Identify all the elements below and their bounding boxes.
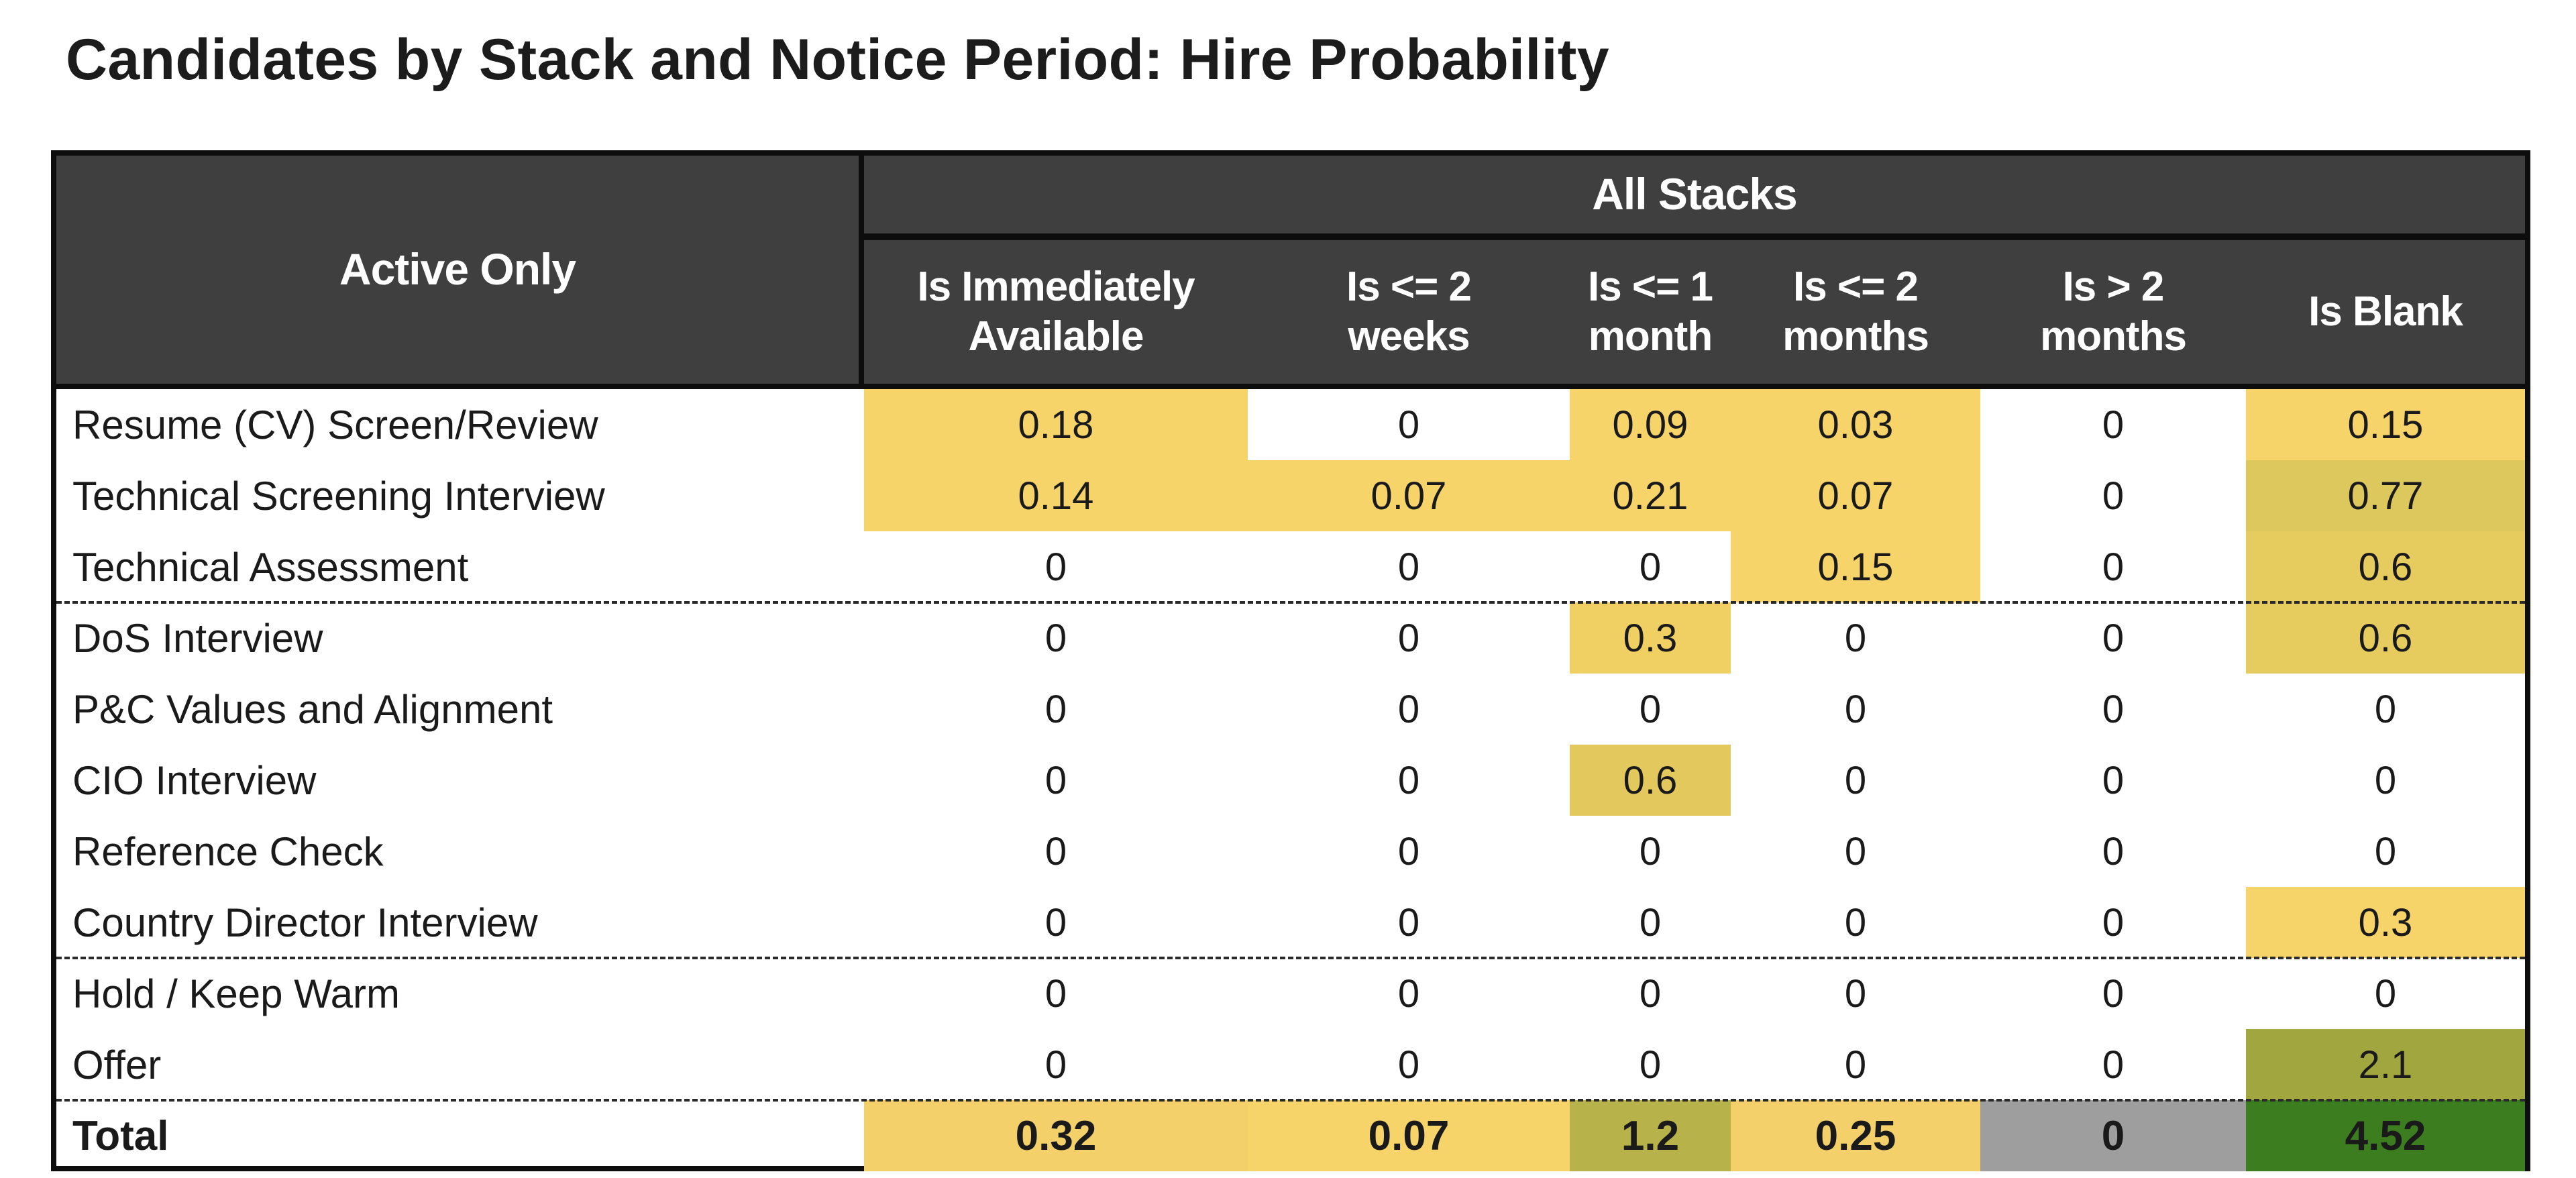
row-label: CIO Interview bbox=[72, 757, 317, 803]
table-cell: 0 bbox=[1731, 887, 1980, 958]
table-cell: 0 bbox=[1731, 1029, 1980, 1100]
column-header: Is <= 2 months bbox=[1731, 240, 1980, 384]
column-header: Is <= 1 month bbox=[1570, 240, 1731, 384]
table-cell: 0 bbox=[1248, 816, 1570, 887]
column-group-header: All Stacks bbox=[864, 156, 2525, 233]
chart-title: Candidates by Stack and Notice Period: H… bbox=[66, 28, 1609, 92]
row-group-separator bbox=[56, 957, 2525, 959]
row-label: Technical Screening Interview bbox=[72, 473, 605, 519]
table-cell: 0 bbox=[1248, 602, 1570, 674]
row-label: Country Director Interview bbox=[72, 900, 538, 945]
total-cell: 0.25 bbox=[1731, 1100, 1980, 1171]
table-cell: 0 bbox=[1980, 816, 2246, 887]
table-cell: 0 bbox=[2246, 958, 2525, 1029]
table-cell: 0 bbox=[1980, 745, 2246, 816]
table-cell: 0.6 bbox=[2246, 531, 2525, 602]
table-cell: 0 bbox=[1980, 531, 2246, 602]
row-label: Resume (CV) Screen/Review bbox=[72, 402, 598, 447]
table-cell: 0 bbox=[1731, 816, 1980, 887]
row-header-divider bbox=[859, 156, 864, 384]
row-group-separator bbox=[56, 601, 2525, 604]
table-cell: 0.07 bbox=[1248, 460, 1570, 531]
table-cell: 0 bbox=[1248, 389, 1570, 460]
total-cell: 4.52 bbox=[2246, 1100, 2525, 1171]
total-cell: 0 bbox=[1980, 1100, 2246, 1171]
table-cell: 0 bbox=[1570, 887, 1731, 958]
pivot-table: Active Only All Stacks Is Immediately Av… bbox=[51, 150, 2530, 1171]
table-cell: 0 bbox=[1248, 958, 1570, 1029]
table-cell: 0 bbox=[2246, 816, 2525, 887]
table-cell: 0 bbox=[1980, 602, 2246, 674]
table-cell: 0.77 bbox=[2246, 460, 2525, 531]
row-header-cell: Active Only bbox=[56, 156, 859, 384]
table-cell: 0 bbox=[1980, 958, 2246, 1029]
table-cell: 0.3 bbox=[2246, 887, 2525, 958]
total-cell: 0.32 bbox=[864, 1100, 1248, 1171]
table-cell: 0 bbox=[864, 674, 1248, 745]
table-cell: 0 bbox=[1570, 958, 1731, 1029]
table-cell: 0 bbox=[1980, 389, 2246, 460]
column-header: Is Blank bbox=[2246, 240, 2525, 384]
table-cell: 0 bbox=[1980, 674, 2246, 745]
table-cell: 0.21 bbox=[1570, 460, 1731, 531]
table-cell: 0 bbox=[1980, 1029, 2246, 1100]
table-cell: 0.6 bbox=[1570, 745, 1731, 816]
table-cell: 0 bbox=[1248, 674, 1570, 745]
table-cell: 0.3 bbox=[1570, 602, 1731, 674]
table-cell: 0 bbox=[2246, 674, 2525, 745]
row-label: Offer bbox=[72, 1042, 162, 1087]
column-header: Is Immediately Available bbox=[864, 240, 1248, 384]
table-cell: 2.1 bbox=[2246, 1029, 2525, 1100]
table-cell: 0.15 bbox=[1731, 531, 1980, 602]
table-cell: 0 bbox=[1570, 674, 1731, 745]
table-cell: 0 bbox=[1731, 674, 1980, 745]
row-label: P&C Values and Alignment bbox=[72, 686, 553, 732]
table-cell: 0 bbox=[1248, 745, 1570, 816]
total-cell: 1.2 bbox=[1570, 1100, 1731, 1171]
table-cell: 0 bbox=[864, 887, 1248, 958]
table-cell: 0 bbox=[864, 531, 1248, 602]
row-label: Reference Check bbox=[72, 828, 384, 874]
header-divider bbox=[864, 233, 2525, 240]
table-cell: 0 bbox=[1980, 460, 2246, 531]
table-cell: 0 bbox=[2246, 745, 2525, 816]
table-cell: 0 bbox=[1570, 816, 1731, 887]
row-label: Hold / Keep Warm bbox=[72, 971, 400, 1016]
table-cell: 0 bbox=[1248, 531, 1570, 602]
table-cell: 0 bbox=[864, 745, 1248, 816]
table-cell: 0.6 bbox=[2246, 602, 2525, 674]
column-header: Is > 2 months bbox=[1980, 240, 2246, 384]
table-cell: 0.09 bbox=[1570, 389, 1731, 460]
table-cell: 0.18 bbox=[864, 389, 1248, 460]
table-cell: 0 bbox=[1248, 1029, 1570, 1100]
row-group-separator bbox=[56, 1099, 2525, 1102]
table-cell: 0 bbox=[1570, 1029, 1731, 1100]
table-cell: 0 bbox=[864, 602, 1248, 674]
table-cell: 0 bbox=[864, 958, 1248, 1029]
row-label: Technical Assessment bbox=[72, 544, 469, 590]
table-cell: 0 bbox=[1731, 745, 1980, 816]
total-label: Total bbox=[72, 1112, 169, 1159]
table-cell: 0 bbox=[864, 816, 1248, 887]
table-cell: 0 bbox=[1248, 887, 1570, 958]
table-cell: 0 bbox=[1731, 602, 1980, 674]
header-bottom-border bbox=[56, 384, 2525, 389]
table-cell: 0.14 bbox=[864, 460, 1248, 531]
table-cell: 0 bbox=[864, 1029, 1248, 1100]
table-cell: 0 bbox=[1731, 958, 1980, 1029]
table-cell: 0 bbox=[1980, 887, 2246, 958]
table-cell: 0.03 bbox=[1731, 389, 1980, 460]
column-header: Is <= 2 weeks bbox=[1248, 240, 1570, 384]
table-cell: 0.07 bbox=[1731, 460, 1980, 531]
row-label: DoS Interview bbox=[72, 615, 323, 661]
table-cell: 0 bbox=[1570, 531, 1731, 602]
total-cell: 0.07 bbox=[1248, 1100, 1570, 1171]
table-cell: 0.15 bbox=[2246, 389, 2525, 460]
